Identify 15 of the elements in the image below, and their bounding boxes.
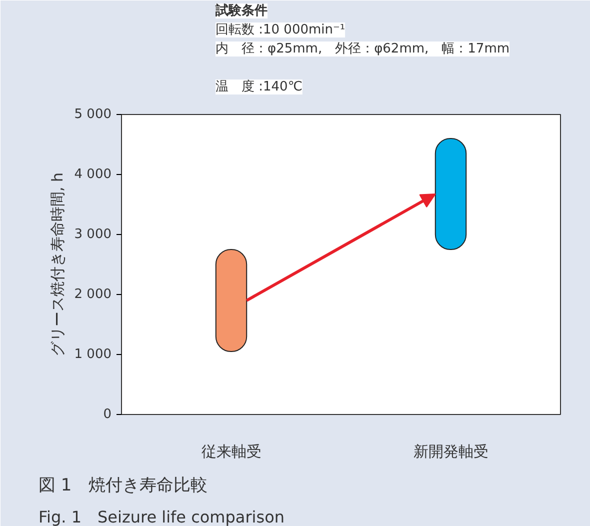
text: Fig. 1 Seizure life comparison (38, 508, 285, 526)
text: 試験条件 (214, 2, 268, 18)
y-axis-title: グリース焼付き寿命時間, h (48, 172, 66, 357)
text: 温 度 :140℃ (216, 78, 302, 94)
y-tick-label: 3 000 (74, 227, 112, 242)
x-tick-label: 新開発軸受 (413, 442, 488, 460)
y-tick-label: 1 000 (74, 347, 112, 362)
x-tick-label: 従来軸受 (201, 442, 262, 460)
text: 内 径：φ25mm, 外径：φ62mm, 幅：17mm (216, 42, 510, 56)
y-tick-label: 0 (103, 407, 112, 422)
y-tick-label: 2 000 (74, 287, 112, 302)
y-tick-label: 4 000 (74, 167, 112, 182)
y-tick-label: 5 000 (74, 107, 112, 122)
text: 図 1 焼付き寿命比較 (38, 476, 208, 496)
text: 回転数 :10 000min⁻¹ (216, 22, 346, 38)
